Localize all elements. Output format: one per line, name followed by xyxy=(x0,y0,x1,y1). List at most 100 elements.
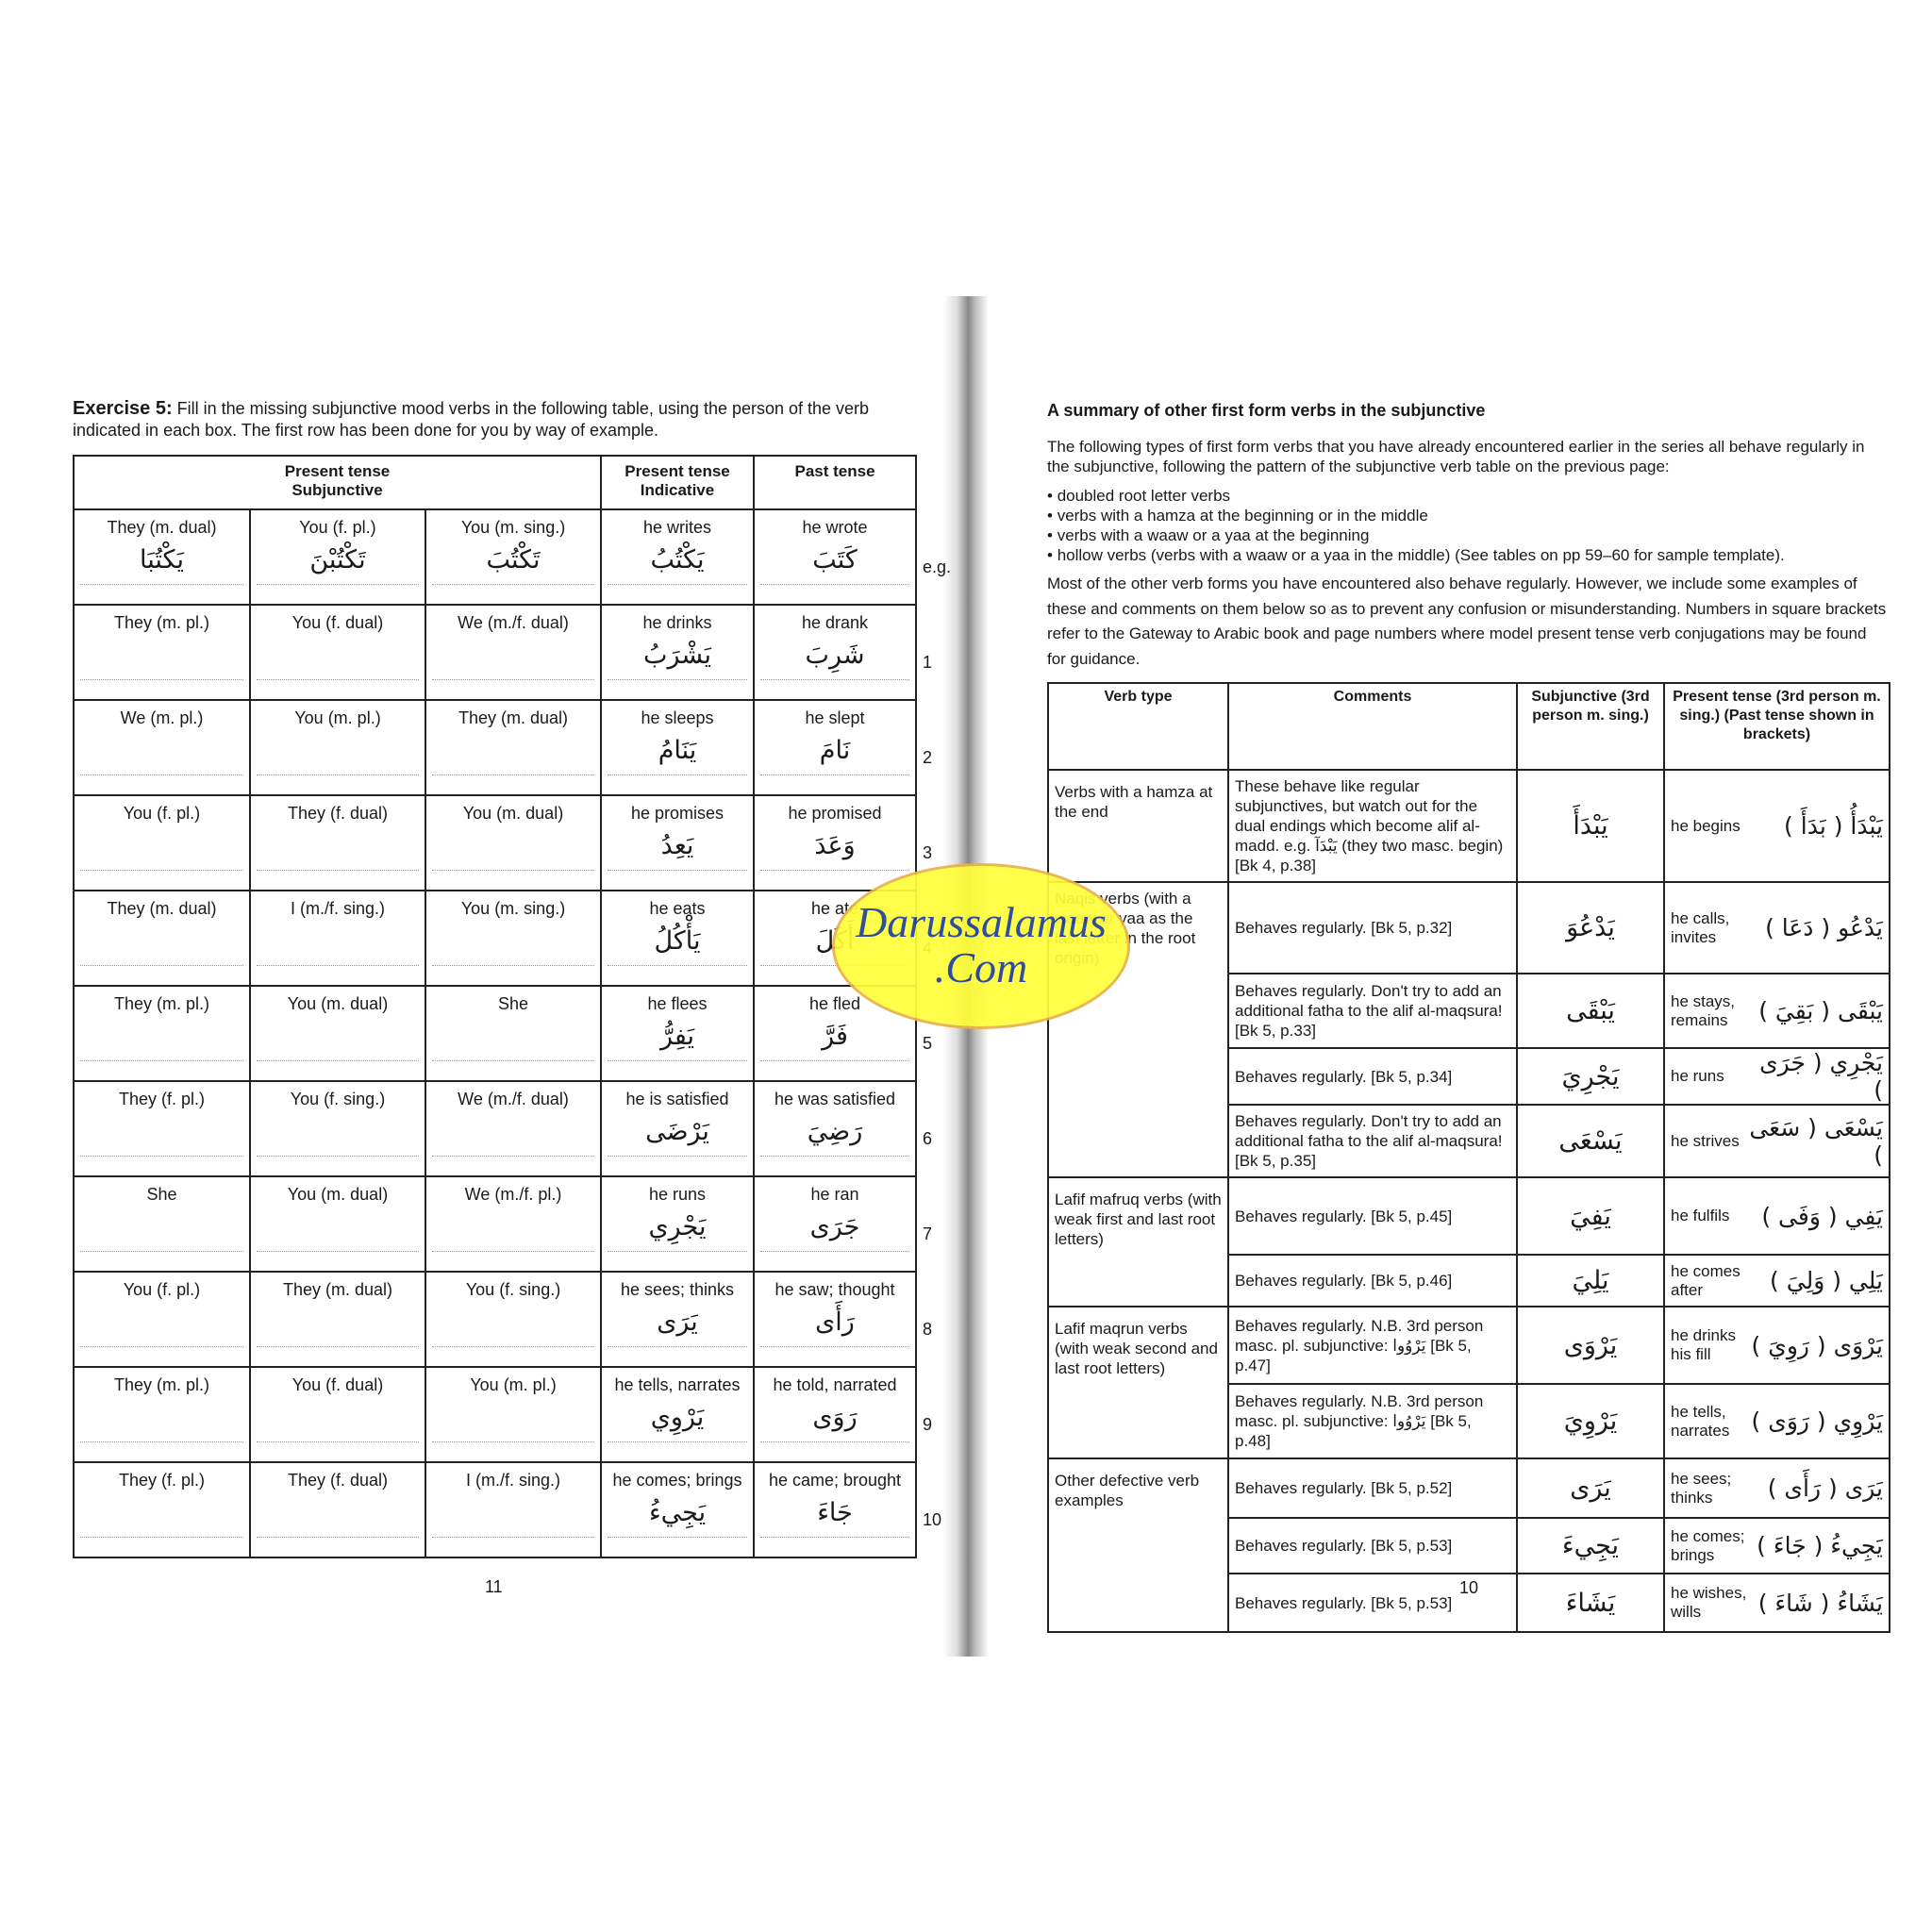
subjunctive: يَدْعُوَ xyxy=(1516,881,1665,974)
answer-line xyxy=(80,1156,243,1157)
cell: he runs يَجْرِي xyxy=(602,1177,753,1271)
comment: Behaves regularly. [Bk 5, p.32] xyxy=(1227,881,1518,974)
indicative-arabic: يَكْتُبُ xyxy=(650,545,705,575)
person-cell: You (m. pl.) xyxy=(424,1366,603,1463)
answer-line xyxy=(80,1537,243,1538)
person: They (m. pl.) xyxy=(113,613,209,632)
watermark: Darussalamus .Com xyxy=(832,863,1130,1029)
past-cell: he told, narrated رَوَى xyxy=(753,1366,918,1463)
indicative-english: he comes; brings xyxy=(612,1471,742,1490)
past-arabic: رَوَى xyxy=(812,1403,858,1432)
cell: You (f. dual) xyxy=(251,1368,425,1461)
present-cell: he wishes, wills يَشَاءُ ( شَاءَ ) xyxy=(1663,1573,1890,1633)
present-cell: he strives يَسْعَى ( سَعَى ) xyxy=(1663,1104,1890,1178)
cell: he tells, narrates يَرْوِي xyxy=(602,1368,753,1461)
cell: he saw; thought رَأَى xyxy=(755,1273,915,1366)
past-cell: he saw; thought رَأَى xyxy=(753,1271,918,1368)
meaning: he comes after xyxy=(1671,1261,1740,1299)
verb-type-cell xyxy=(1047,1384,1229,1459)
subjunctive: يَرَى xyxy=(1516,1457,1665,1519)
verb-type-cell: Verbs with a hamza at the end xyxy=(1047,769,1229,883)
subjunctive: يَبْقَى xyxy=(1516,973,1665,1049)
person-cell: You (f. sing.) xyxy=(249,1080,426,1177)
row-label: 9 xyxy=(923,1415,933,1434)
person-cell: You (f. pl.) xyxy=(73,1271,251,1368)
answer-line xyxy=(432,774,595,775)
person-cell: We (m. pl.) xyxy=(73,699,251,796)
bullet-list: • doubled root letter verbs • verbs with … xyxy=(1047,486,1896,565)
answer-line xyxy=(432,1156,595,1157)
person: We (m./f. dual) xyxy=(458,1090,569,1108)
indicative-english: he sees; thinks xyxy=(620,1280,735,1299)
past-arabic: جَرَى xyxy=(809,1212,860,1241)
meaning: he wishes, wills xyxy=(1671,1584,1747,1621)
present: يَبْقَى ( بَقِيَ ) xyxy=(1758,997,1883,1024)
person-cell: You (m. dual) xyxy=(249,985,426,1082)
past-cell: he slept نَامَ xyxy=(753,699,918,796)
person-cell: They (f. pl.) xyxy=(73,1080,251,1177)
person-cell: They (f. dual) xyxy=(249,794,426,891)
answer-line xyxy=(257,1346,419,1347)
indicative-cell: he tells, narrates يَرْوِي xyxy=(600,1366,756,1463)
person: You (m. sing.) xyxy=(460,899,566,918)
answer-line xyxy=(257,1537,419,1538)
person: You (m. dual) xyxy=(287,1185,389,1204)
answer-line xyxy=(608,584,748,585)
summary-row: Other defective verb examples Behaves reg… xyxy=(1047,1457,1890,1519)
person: I (m./f. sing.) xyxy=(290,899,385,918)
bullet-item: • verbs with a waaw or a yaa at the begi… xyxy=(1047,526,1370,544)
answer-line xyxy=(608,870,748,871)
indicative-cell: he flees يَفِرُّ xyxy=(600,985,756,1082)
person: You (f. dual) xyxy=(291,1375,384,1394)
indicative-english: he tells, narrates xyxy=(614,1375,741,1394)
person: You (f. pl.) xyxy=(123,1280,201,1299)
indicative-english: he sleeps xyxy=(641,708,714,727)
verb-type-cell: Lafif mafruq verbs (with weak first and … xyxy=(1047,1176,1229,1255)
cell: he is satisfied يَرْضَى xyxy=(602,1082,753,1175)
past-arabic: كَتَبَ xyxy=(812,545,858,575)
answer-line xyxy=(432,965,595,966)
meaning: he begins xyxy=(1671,816,1740,835)
subjunctive: يَرْوِيَ xyxy=(1516,1383,1665,1459)
present: يَرْوِي ( رَوَى ) xyxy=(1751,1407,1883,1435)
meaning: he comes; brings xyxy=(1671,1526,1745,1564)
past-arabic: شَرِبَ xyxy=(805,641,865,670)
cell: They (m. pl.) xyxy=(75,606,249,699)
indicative-english: he promises xyxy=(630,804,724,823)
exercise-row: They (m. dual) I (m./f. sing.) You (m. sin… xyxy=(73,890,918,987)
present: يَسْعَى ( سَعَى ) xyxy=(1749,1113,1883,1169)
cell: he was satisfied رَضِيَ xyxy=(755,1082,915,1175)
cell: They (m. dual) xyxy=(426,701,600,794)
header-cell: Comments xyxy=(1227,682,1518,771)
answer-line xyxy=(760,1441,910,1442)
person: You (m. sing.) xyxy=(460,518,566,537)
indicative-arabic: يَرْوِي xyxy=(650,1403,705,1432)
header-cell: Subjunctive (3rd person m. sing.) xyxy=(1516,682,1665,771)
person: They (f. dual) xyxy=(287,1471,389,1490)
row-label: 5 xyxy=(923,1034,933,1053)
verb-type: Lafif mafruq verbs (with weak first and … xyxy=(1055,1191,1222,1248)
person-cell: She xyxy=(424,985,603,1082)
verb-type-cell xyxy=(1047,1105,1229,1178)
person: We (m./f. pl.) xyxy=(464,1185,562,1204)
subjunctive: يَشَاءَ xyxy=(1516,1573,1665,1633)
exercise-row: They (m. pl.) You (f. dual) You (m. pl.) he… xyxy=(73,1366,918,1463)
past-english: he ran xyxy=(810,1185,859,1204)
comment: These behave like regular subjunctives, … xyxy=(1227,769,1518,883)
past-english: he came; brought xyxy=(768,1471,902,1490)
bullet-item: • doubled root letter verbs xyxy=(1047,487,1231,505)
indicative-arabic: يَعِدُ xyxy=(660,831,694,860)
past-cell: he wrote كَتَبَ xyxy=(753,508,918,606)
present-wrap: he fulfils يَفِي ( وَفَى ) xyxy=(1671,1203,1883,1230)
answer-line xyxy=(608,1346,748,1347)
past-arabic: نَامَ xyxy=(819,736,851,765)
person: She xyxy=(146,1185,177,1204)
person-cell: We (m./f. dual) xyxy=(424,1080,603,1177)
comment: Behaves regularly. [Bk 5, p.52] xyxy=(1227,1457,1518,1519)
meaning: he tells, narrates xyxy=(1671,1402,1730,1440)
person: You (f. pl.) xyxy=(123,804,201,823)
page-number: 10 xyxy=(1459,1578,1479,1597)
person-cell: You (m. pl.) xyxy=(249,699,426,796)
verb-type: Verbs with a hamza at the end xyxy=(1055,783,1213,821)
header-cell: Present tense Indicative xyxy=(600,455,756,510)
